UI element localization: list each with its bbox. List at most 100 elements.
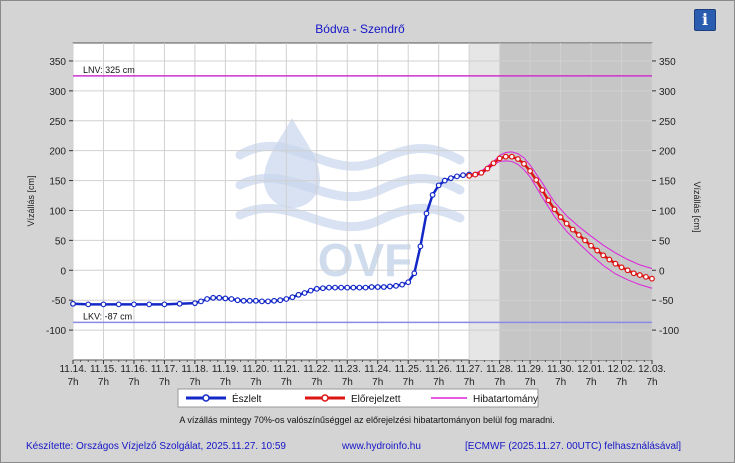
observed-point: [447, 175, 454, 182]
observed-point: [301, 290, 308, 296]
forecast-shade-1: [499, 44, 652, 360]
x-tick-label-hour: 7h: [220, 377, 231, 388]
x-tick-label-date: 11.25.: [395, 364, 422, 375]
x-tick-label-hour: 7h: [67, 377, 78, 388]
forecast-point: [618, 264, 625, 271]
grid: [72, 43, 653, 360]
x-tick-label-date: 12.02.: [608, 364, 636, 375]
y-tick-label-right: -100: [659, 326, 679, 337]
forecast-point: [594, 247, 601, 254]
observed-point: [454, 173, 460, 180]
info-button[interactable]: i: [694, 9, 716, 31]
x-tick-label-hour: 7h: [250, 377, 261, 388]
x-tick-label-hour: 7h: [555, 377, 566, 388]
observed-point: [307, 287, 314, 294]
y-tick-label-left: 200: [49, 147, 66, 158]
error-band-upper: [469, 151, 653, 269]
x-tick-label-hour: 7h: [525, 377, 536, 388]
x-tick-label-date: 11.21.: [273, 364, 300, 375]
forecast-point: [521, 160, 527, 167]
observed-point: [338, 284, 345, 291]
forecast-point: [515, 156, 521, 162]
error-band-lower: [469, 160, 653, 289]
x-tick-label-date: 11.30.: [547, 364, 574, 375]
x-tick-label-date: 11.29.: [517, 364, 544, 375]
y-tick-label-right: 350: [659, 57, 676, 68]
observed-point: [283, 296, 290, 302]
x-tick-label-hour: 7h: [342, 377, 353, 388]
x-tick-label-date: 11.27.: [456, 364, 483, 375]
x-tick-label-date: 11.22.: [303, 364, 330, 375]
y-tick-label-left: 250: [49, 117, 66, 128]
x-tick-label-hour: 7h: [403, 377, 414, 388]
observed-point: [393, 282, 399, 289]
forecast-point: [527, 168, 534, 174]
y-tick-label-right: 300: [659, 87, 676, 98]
x-tick-label-hour: 7h: [128, 377, 139, 388]
info-icon: i: [701, 10, 709, 29]
x-tick-label-date: 11.14.: [59, 364, 86, 375]
observed-point: [115, 301, 122, 308]
x-tick-label-date: 11.19.: [212, 364, 239, 375]
reference-label-0: LNV: 325 cm: [83, 65, 135, 75]
x-tick-label-date: 11.26.: [425, 364, 452, 375]
observed-point: [362, 284, 369, 291]
y-tick-label-right: 50: [659, 236, 671, 247]
observed-point: [368, 284, 375, 290]
observed-point: [204, 296, 210, 302]
x-tick-label-date: 11.28.: [486, 364, 513, 375]
observed-point: [176, 300, 183, 307]
observed-point: [265, 298, 271, 305]
observed-point: [131, 301, 137, 308]
forecast-shade-0: [469, 44, 500, 360]
forecast-point: [478, 169, 485, 176]
footer-model-note: [ECMWF (2025.11.27. 00UTC) felhasználásá…: [465, 441, 681, 452]
forecast-point: [502, 153, 509, 160]
observed-point: [441, 177, 448, 184]
x-tick-label-hour: 7h: [159, 377, 170, 388]
forecast-point: [575, 232, 582, 238]
x-tick-label-date: 12.03.: [638, 364, 666, 375]
observed-point: [319, 285, 326, 292]
observed-point: [228, 296, 235, 302]
observed-point: [100, 301, 107, 308]
forecast-point: [630, 270, 637, 277]
legend-forecast-label: Előrejelzett: [351, 394, 401, 405]
footer-website-link[interactable]: www.hydroinfo.hu: [341, 441, 421, 452]
forecast-point: [484, 165, 491, 172]
x-tick-label-hour: 7h: [98, 377, 109, 388]
y-tick-label-left: 50: [55, 236, 67, 247]
y-tick-label-right: 100: [659, 206, 676, 217]
observed-point: [191, 300, 198, 307]
x-tick-label-date: 11.18.: [181, 364, 208, 375]
observed-point: [374, 284, 381, 290]
x-tick-label-date: 11.15.: [90, 364, 117, 375]
observed-point: [460, 172, 466, 179]
observed-point: [423, 210, 430, 217]
forecast-point: [466, 172, 473, 179]
observed-point: [198, 298, 204, 305]
observed-point: [411, 270, 418, 277]
observed-point: [70, 300, 76, 307]
observed-point: [210, 294, 217, 301]
observed-point: [277, 297, 284, 304]
x-tick-label-date: 11.20.: [242, 364, 269, 375]
forecast-point: [636, 272, 643, 278]
forecast-point: [600, 252, 607, 259]
observed-point: [222, 295, 229, 302]
x-tick-label-date: 12.01.: [577, 364, 605, 375]
observed-point: [216, 294, 223, 301]
y-tick-label-right: 150: [659, 177, 676, 188]
y-tick-label-right: 250: [659, 117, 676, 128]
observed-point: [289, 294, 296, 301]
x-tick-label-hour: 7h: [646, 377, 657, 388]
observed-point: [295, 291, 302, 298]
observed-point: [85, 301, 92, 308]
x-tick-label-hour: 7h: [433, 377, 444, 388]
x-tick-label-date: 11.16.: [120, 364, 147, 375]
observed-point: [429, 192, 436, 198]
forecast-point: [612, 260, 619, 267]
observed-point: [246, 297, 253, 304]
y-tick-label-left: 0: [60, 266, 66, 277]
observed-point: [252, 297, 259, 304]
